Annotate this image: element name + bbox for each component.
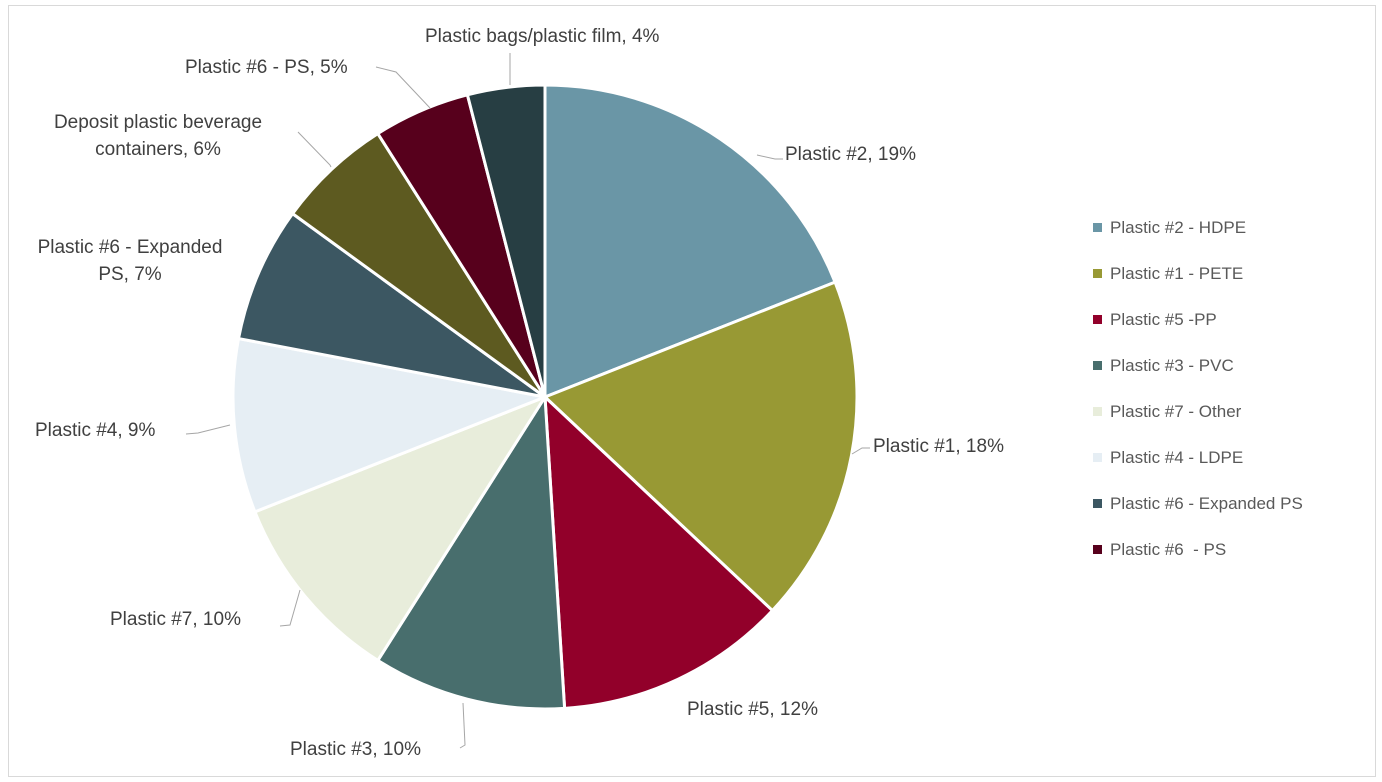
legend-entry-plastic-1-pete: Plastic #1 - PETE <box>1110 264 1243 283</box>
leader-line-plastic-7-other <box>279 589 301 627</box>
legend-swatch-plastic-6-expanded-ps <box>1093 499 1102 508</box>
leader-line-plastic-2-hdpe <box>756 154 783 160</box>
data-label-plastic-7-other: Plastic #7, 10% <box>110 609 241 630</box>
data-labels: Plastic #2, 19% Plastic #1, 18% Plastic #5… <box>35 26 1004 760</box>
legend-swatch-plastic-3-pvc <box>1093 361 1102 370</box>
data-label-plastic-1-pete: Plastic #1, 18% <box>873 436 1004 457</box>
leader-line-plastic-4-ldpe <box>185 424 231 435</box>
pie-slices <box>231 83 859 711</box>
pie-slice-plastic-5-pp <box>543 395 774 710</box>
data-label-plastic-2-hdpe: Plastic #2, 19% <box>785 144 916 165</box>
legend-entry-plastic-5-pp: Plastic #5 -PP <box>1110 310 1217 329</box>
legend-entry-plastic-3-pvc: Plastic #3 - PVC <box>1110 356 1234 375</box>
leader-line-plastic-6-ps <box>375 66 431 109</box>
legend: Plastic #2 - HDPE Plastic #1 - PETE Plasti… <box>1093 218 1303 559</box>
data-label-plastic-bags-plastic-film: Plastic bags/plastic film, 4% <box>425 26 660 47</box>
data-label-plastic-5-pp: Plastic #5, 12% <box>687 699 818 720</box>
legend-swatch-plastic-5-pp <box>1093 315 1102 324</box>
data-label-deposit-plastic-beverage-containers: Deposit plastic beverage containers, 6% <box>54 112 262 160</box>
pie-slice-plastic-1-pete <box>543 280 859 613</box>
data-label-plastic-6-expanded-ps: Plastic #6 - Expanded PS, 7% <box>38 237 223 285</box>
pie-slice-plastic-2-hdpe <box>543 83 837 399</box>
legend-swatch-plastic-6-ps <box>1093 545 1102 554</box>
data-label-plastic-6-ps: Plastic #6 - PS, 5% <box>185 57 348 78</box>
leader-line-plastic-3-pvc <box>459 702 466 749</box>
legend-swatch-plastic-4-ldpe <box>1093 453 1102 462</box>
pie-slice-plastic-6-expanded-ps <box>237 212 547 399</box>
legend-entry-plastic-7-other: Plastic #7 - Other <box>1110 402 1242 421</box>
legend-swatch-plastic-1-pete <box>1093 269 1102 278</box>
legend-entry-plastic-2-hdpe: Plastic #2 - HDPE <box>1110 218 1246 237</box>
pie-slice-plastic-3-pvc <box>376 395 567 711</box>
data-label-plastic-4-ldpe: Plastic #4, 9% <box>35 420 155 441</box>
leader-line-plastic-1-pete <box>851 447 870 455</box>
pie-slice-plastic-bags-plastic-film <box>465 83 547 399</box>
legend-entry-plastic-6-ps: Plastic #6 - PS <box>1110 540 1226 559</box>
pie-slice-plastic-7-other <box>253 395 547 662</box>
pie-slice-plastic-4-ldpe <box>231 337 547 514</box>
legend-swatch-plastic-7-other <box>1093 407 1102 416</box>
data-label-plastic-3-pvc: Plastic #3, 10% <box>290 739 421 760</box>
legend-entry-plastic-6-expanded-ps: Plastic #6 - Expanded PS <box>1110 494 1303 513</box>
legend-swatch-plastic-2-hdpe <box>1093 223 1102 232</box>
leader-line-deposit-plastic-beverage-containers <box>297 131 332 168</box>
legend-entry-plastic-4-ldpe: Plastic #4 - LDPE <box>1110 448 1243 467</box>
